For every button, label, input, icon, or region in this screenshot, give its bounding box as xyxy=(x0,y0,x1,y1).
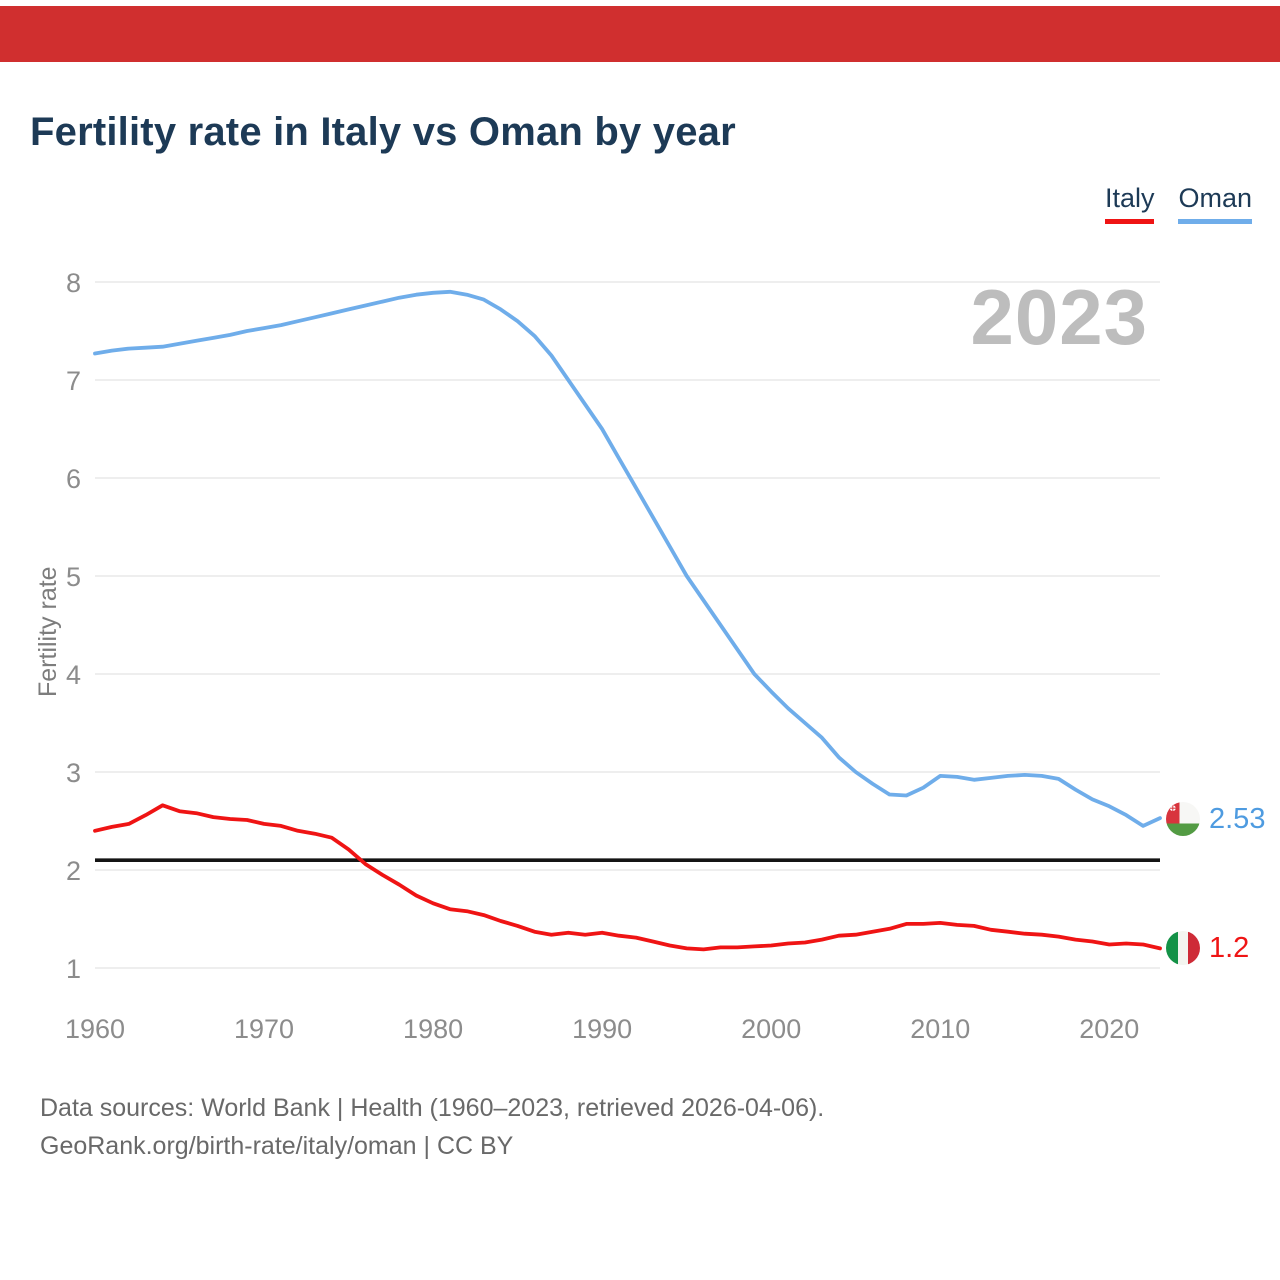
fertility-chart: 1 2 3 4 5 6 7 8 1960 1970 1980 1990 2000 2010 2020 xyxy=(65,268,1162,1044)
legend-item-oman[interactable]: Oman xyxy=(1178,183,1252,224)
top-banner xyxy=(0,6,1280,62)
italy-end-label: 1.2 xyxy=(1166,931,1249,965)
y-tick-label: 3 xyxy=(66,758,81,788)
x-tick-label: 1990 xyxy=(572,1014,632,1044)
license-line: GeoRank.org/birth-rate/italy/oman | CC B… xyxy=(40,1131,514,1160)
x-tick-label: 2020 xyxy=(1079,1014,1139,1044)
y-tick-label: 6 xyxy=(66,464,81,494)
x-tick-label: 1960 xyxy=(65,1014,125,1044)
y-tick-label: 4 xyxy=(66,660,81,690)
legend: Italy Oman xyxy=(1104,183,1252,224)
y-tick-label: 1 xyxy=(66,954,81,984)
italy-end-value: 1.2 xyxy=(1209,931,1250,964)
y-axis-title: Fertility rate xyxy=(34,566,62,697)
y-tick-label: 2 xyxy=(66,856,81,886)
page-title: Fertility rate in Italy vs Oman by year xyxy=(30,110,736,154)
italy-flag-icon xyxy=(1166,931,1200,965)
year-watermark: 2023 xyxy=(970,273,1148,361)
oman-end-value: 2.53 xyxy=(1209,802,1266,835)
x-tick-label: 1980 xyxy=(403,1014,463,1044)
legend-item-italy[interactable]: Italy xyxy=(1104,183,1155,224)
x-tick-label: 1970 xyxy=(234,1014,294,1044)
x-tick-label: 2010 xyxy=(910,1014,970,1044)
y-tick-label: 7 xyxy=(66,366,81,396)
oman-end-label: 2.53 xyxy=(1166,802,1265,836)
y-tick-label: 8 xyxy=(66,268,81,298)
y-tick-label: 5 xyxy=(66,562,81,592)
series-line-oman xyxy=(93,289,1162,828)
series-line-italy xyxy=(93,803,1162,952)
source-line: Data sources: World Bank | Health (1960–… xyxy=(40,1094,825,1122)
oman-flag-icon xyxy=(1166,802,1200,836)
source-footer: Data sources: World Bank | Health (1960–… xyxy=(40,1090,824,1165)
x-tick-label: 2000 xyxy=(741,1014,801,1044)
